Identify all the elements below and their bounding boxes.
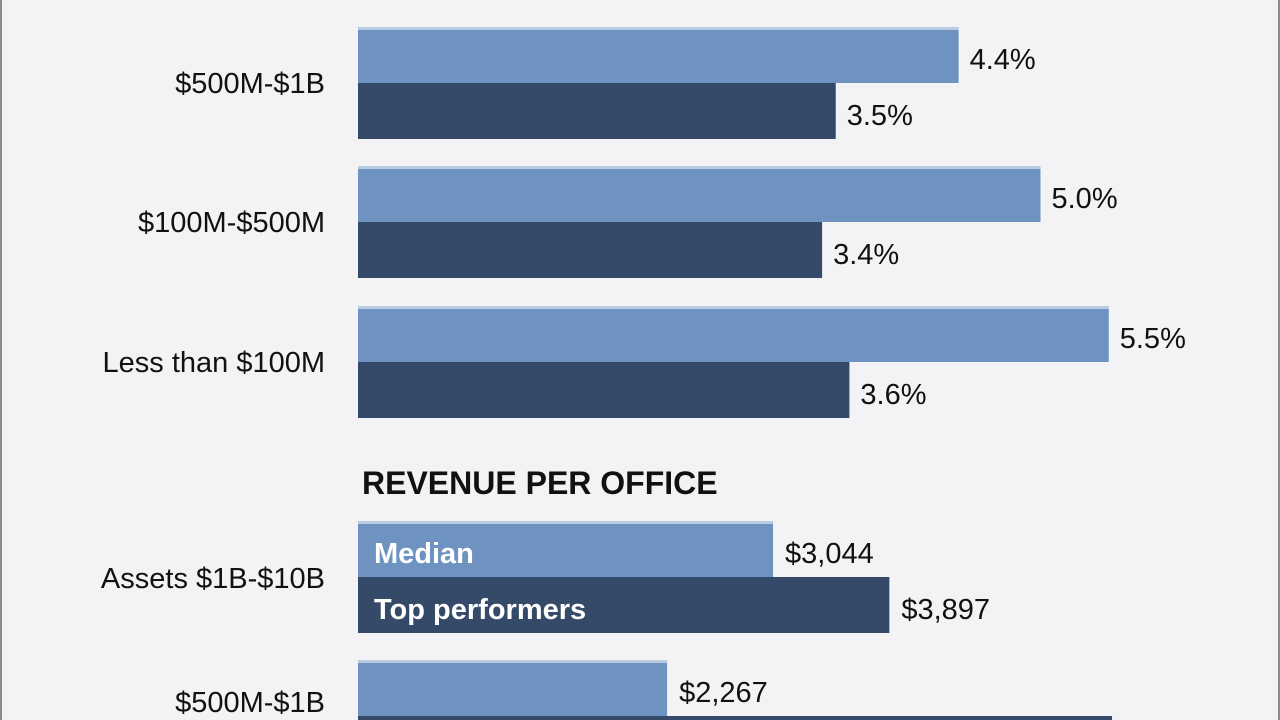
bar-highlight (358, 306, 1109, 309)
legend-label: Top performers (374, 594, 586, 626)
bar (358, 166, 1041, 222)
value-label: $3,044 (785, 538, 874, 570)
bar (358, 577, 890, 633)
value-label: $3,897 (901, 594, 990, 626)
value-label: 4.4% (970, 44, 1036, 76)
bar (358, 27, 959, 83)
category-label: $500M-$1B (175, 687, 325, 719)
value-label: 3.6% (860, 379, 926, 411)
category-label: Less than $100M (103, 347, 325, 379)
legend-label: Median (374, 538, 474, 570)
bar (358, 83, 836, 139)
bar-highlight (358, 166, 1041, 169)
value-label: $2,267 (679, 677, 768, 709)
bar-highlight (358, 27, 959, 30)
bar-highlight (358, 521, 774, 524)
category-label: Assets $1B-$10B (101, 563, 325, 595)
bar (358, 222, 823, 278)
bar-highlight (358, 660, 668, 663)
value-label: 3.5% (847, 100, 913, 132)
value-label: 5.0% (1052, 183, 1118, 215)
bar (358, 362, 850, 418)
bar (358, 306, 1109, 362)
category-label: $500M-$1B (175, 68, 325, 100)
bar (358, 521, 774, 577)
bar (358, 716, 1113, 720)
category-label: $100M-$500M (138, 207, 325, 239)
bar (358, 660, 668, 716)
section-title: REVENUE PER OFFICE (362, 465, 718, 501)
value-label: 3.4% (833, 239, 899, 271)
value-label: 5.5% (1120, 323, 1186, 355)
